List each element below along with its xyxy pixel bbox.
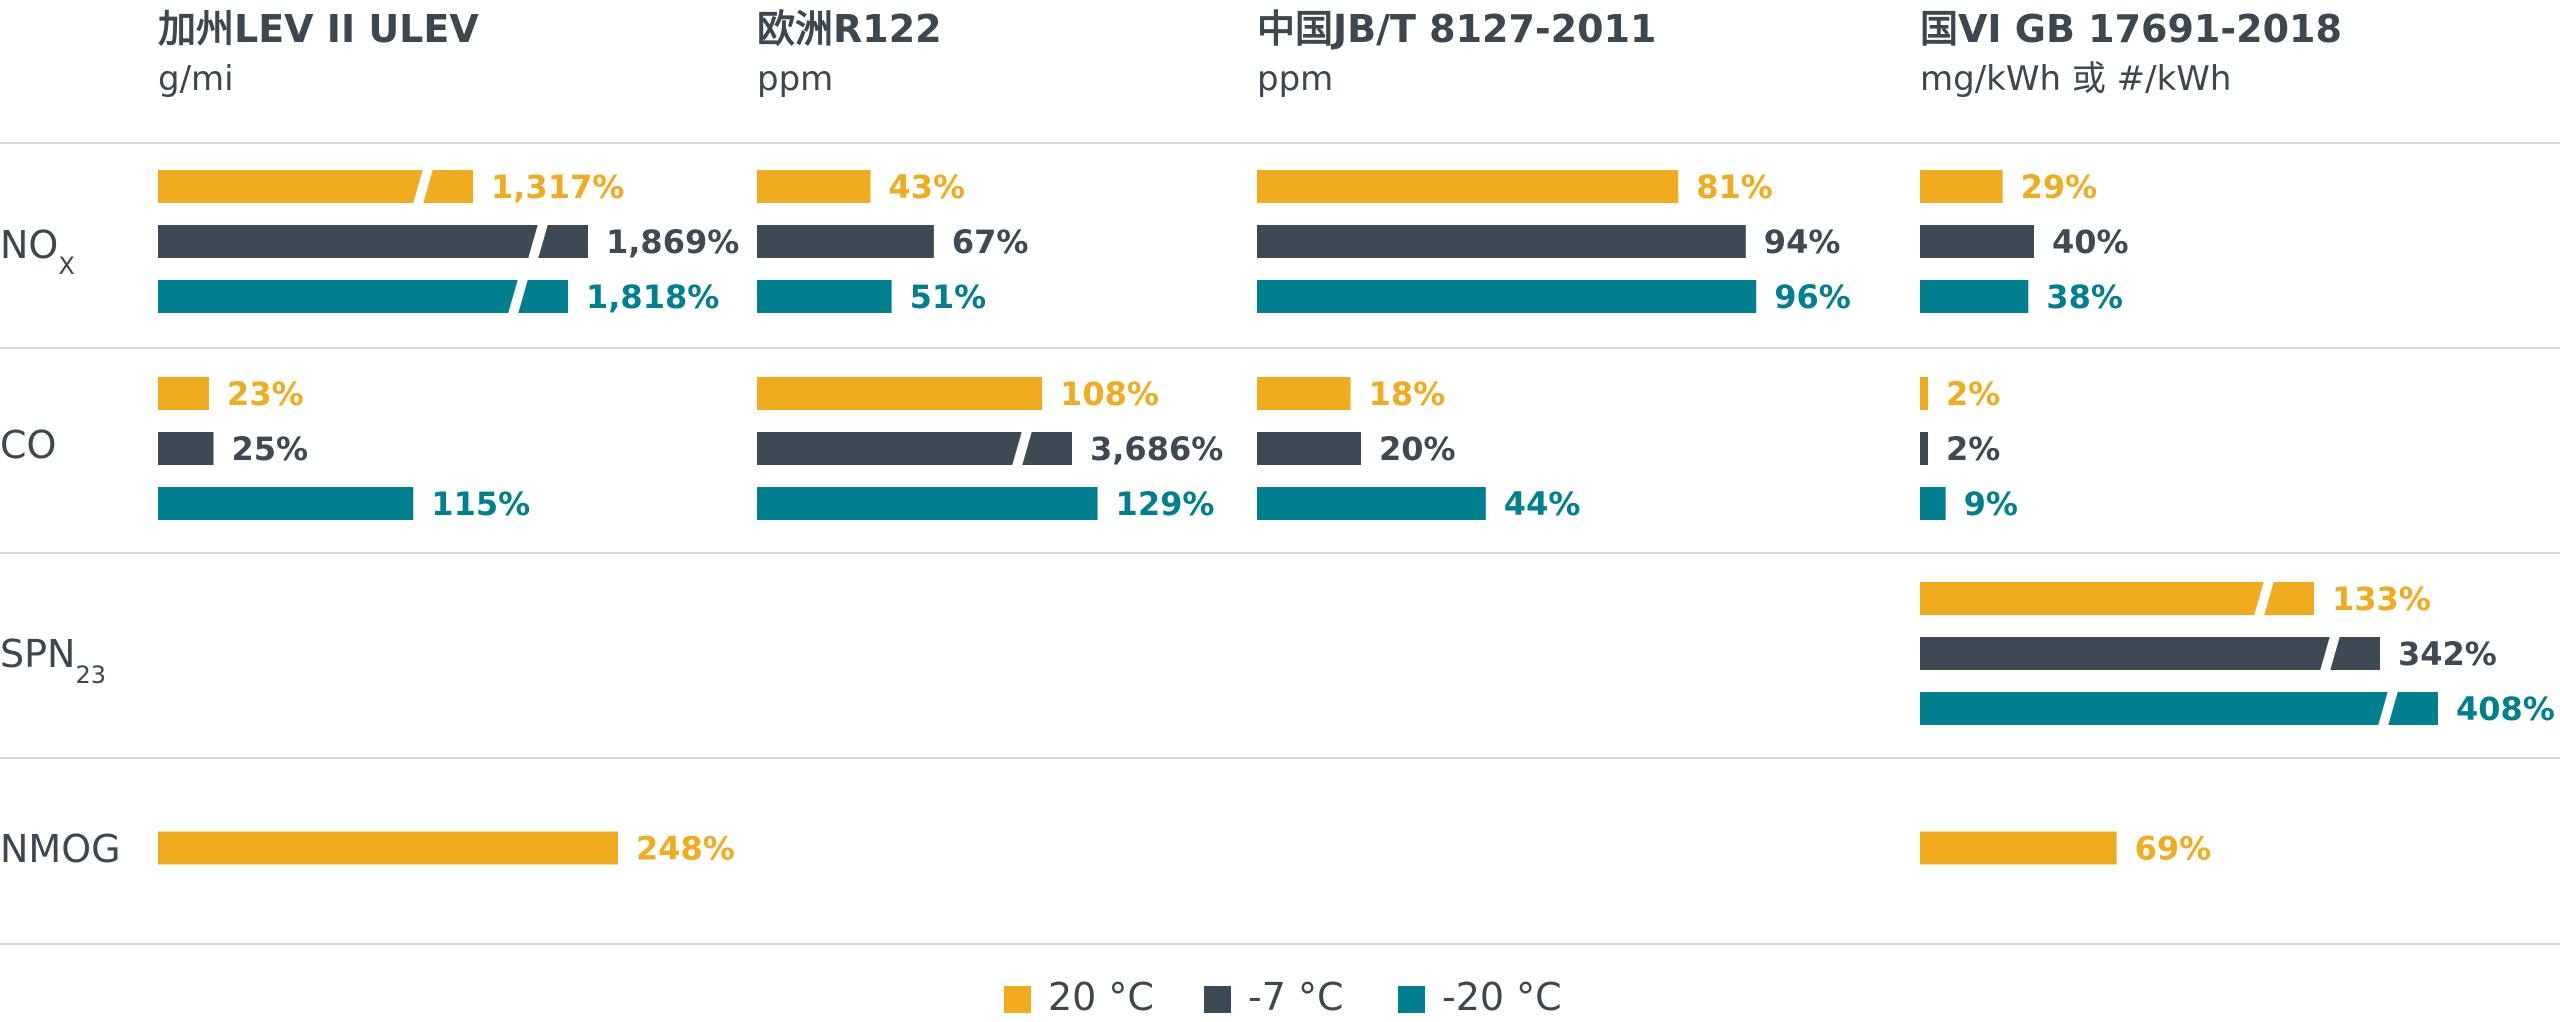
legend-label: 20 °C (1048, 975, 1154, 1019)
column-headers: 加州LEV II ULEV g/mi 欧洲R122 ppm 中国JB/T 8127-20… (158, 7, 2342, 99)
bar (1920, 582, 2314, 615)
column-unit: ppm (757, 59, 833, 99)
data-label: 29% (2021, 168, 2098, 206)
row-label: NOX (0, 223, 75, 280)
bar (1920, 225, 2034, 258)
data-label: 408% (2456, 690, 2555, 728)
axis-break-mark (413, 169, 433, 204)
data-label: 20% (1379, 430, 1456, 468)
data-label: 67% (952, 223, 1029, 261)
data-label: 129% (1116, 485, 1215, 523)
data-label: 1,869% (606, 223, 739, 261)
row-label-text: NO (0, 223, 58, 267)
legend-label: -7 °C (1248, 975, 1344, 1019)
bar (158, 280, 568, 313)
bar (158, 831, 618, 865)
bar (1920, 637, 2380, 670)
data-label: 51% (910, 278, 987, 316)
axis-break-mark (528, 224, 548, 259)
bar (1257, 170, 1679, 203)
data-label: 94% (1764, 223, 1841, 261)
axis-break-mark (2378, 691, 2398, 726)
column-unit: ppm (1257, 59, 1333, 99)
legend-swatch (1204, 986, 1231, 1013)
bar (1257, 487, 1486, 520)
column-title: 国VI GB 17691-2018 (1920, 7, 2342, 51)
bar (757, 487, 1098, 520)
row-label-text: SPN (0, 632, 75, 676)
bar (757, 225, 934, 258)
data-label: 18% (1369, 375, 1446, 413)
row-dividers (0, 142, 2560, 945)
row-label-subscript: X (58, 252, 74, 280)
column-title: 欧洲R122 (757, 7, 942, 51)
bar (1920, 280, 2029, 313)
row-label-text: NMOG (0, 827, 121, 871)
legend-label: -20 °C (1442, 975, 1562, 1019)
column-unit: mg/kWh 或 #/kWh (1920, 59, 2231, 99)
legend-swatch (1398, 986, 1425, 1013)
row-label: CO (0, 423, 56, 467)
legend: 20 °C -7 °C -20 °C (1004, 975, 1562, 1019)
bar (158, 225, 588, 258)
bar (757, 280, 892, 313)
data-label: 69% (2135, 830, 2212, 868)
row-label: NMOG (0, 827, 121, 871)
row-label: SPN23 (0, 632, 106, 689)
axis-break-mark (2320, 636, 2340, 671)
data-label: 1,818% (586, 278, 719, 316)
bar (1257, 432, 1361, 465)
row-labels: NOX CO SPN23 NMOG (0, 223, 121, 871)
data-label: 342% (2398, 635, 2497, 673)
data-label: 115% (431, 485, 530, 523)
data-label: 23% (227, 375, 304, 413)
bar (1920, 692, 2438, 725)
bar (1257, 377, 1351, 410)
axis-break-mark (2254, 581, 2274, 616)
data-label: 96% (1774, 278, 1851, 316)
column-unit: g/mi (158, 59, 234, 99)
data-label: 81% (1696, 168, 1773, 206)
legend-swatch (1004, 986, 1031, 1013)
bar (158, 487, 414, 520)
data-label: 3,686% (1090, 430, 1223, 468)
data-label: 2% (1946, 375, 2000, 413)
bar (158, 377, 210, 410)
bars: 1,317% 1,869% 1,818% 43% 67% 51% 81% 94% 96% 29% 4… (158, 168, 2555, 868)
column-title: 加州LEV II ULEV (158, 7, 479, 51)
axis-break-mark (508, 279, 528, 314)
bar (1920, 487, 1946, 520)
axis-break-mark (1012, 431, 1032, 466)
row-label-subscript: 23 (75, 661, 106, 689)
bar (1920, 831, 2117, 865)
data-label: 38% (2046, 278, 2123, 316)
data-label: 2% (1946, 430, 2000, 468)
data-label: 44% (1504, 485, 1581, 523)
bar (158, 432, 214, 465)
column-title: 中国JB/T 8127-2011 (1257, 7, 1656, 51)
bar (1920, 432, 1928, 465)
data-label: 43% (889, 168, 966, 206)
data-label: 40% (2052, 223, 2129, 261)
data-label: 248% (636, 830, 735, 868)
row-label-text: CO (0, 423, 56, 467)
data-label: 9% (1964, 485, 2018, 523)
bar (757, 377, 1043, 410)
data-label: 25% (232, 430, 309, 468)
bar (1257, 225, 1746, 258)
data-label: 133% (2332, 580, 2431, 618)
bar (1257, 280, 1757, 313)
bar (757, 170, 871, 203)
data-label: 1,317% (491, 168, 624, 206)
data-label: 108% (1060, 375, 1159, 413)
bar (1920, 170, 2003, 203)
bar (1920, 377, 1928, 410)
